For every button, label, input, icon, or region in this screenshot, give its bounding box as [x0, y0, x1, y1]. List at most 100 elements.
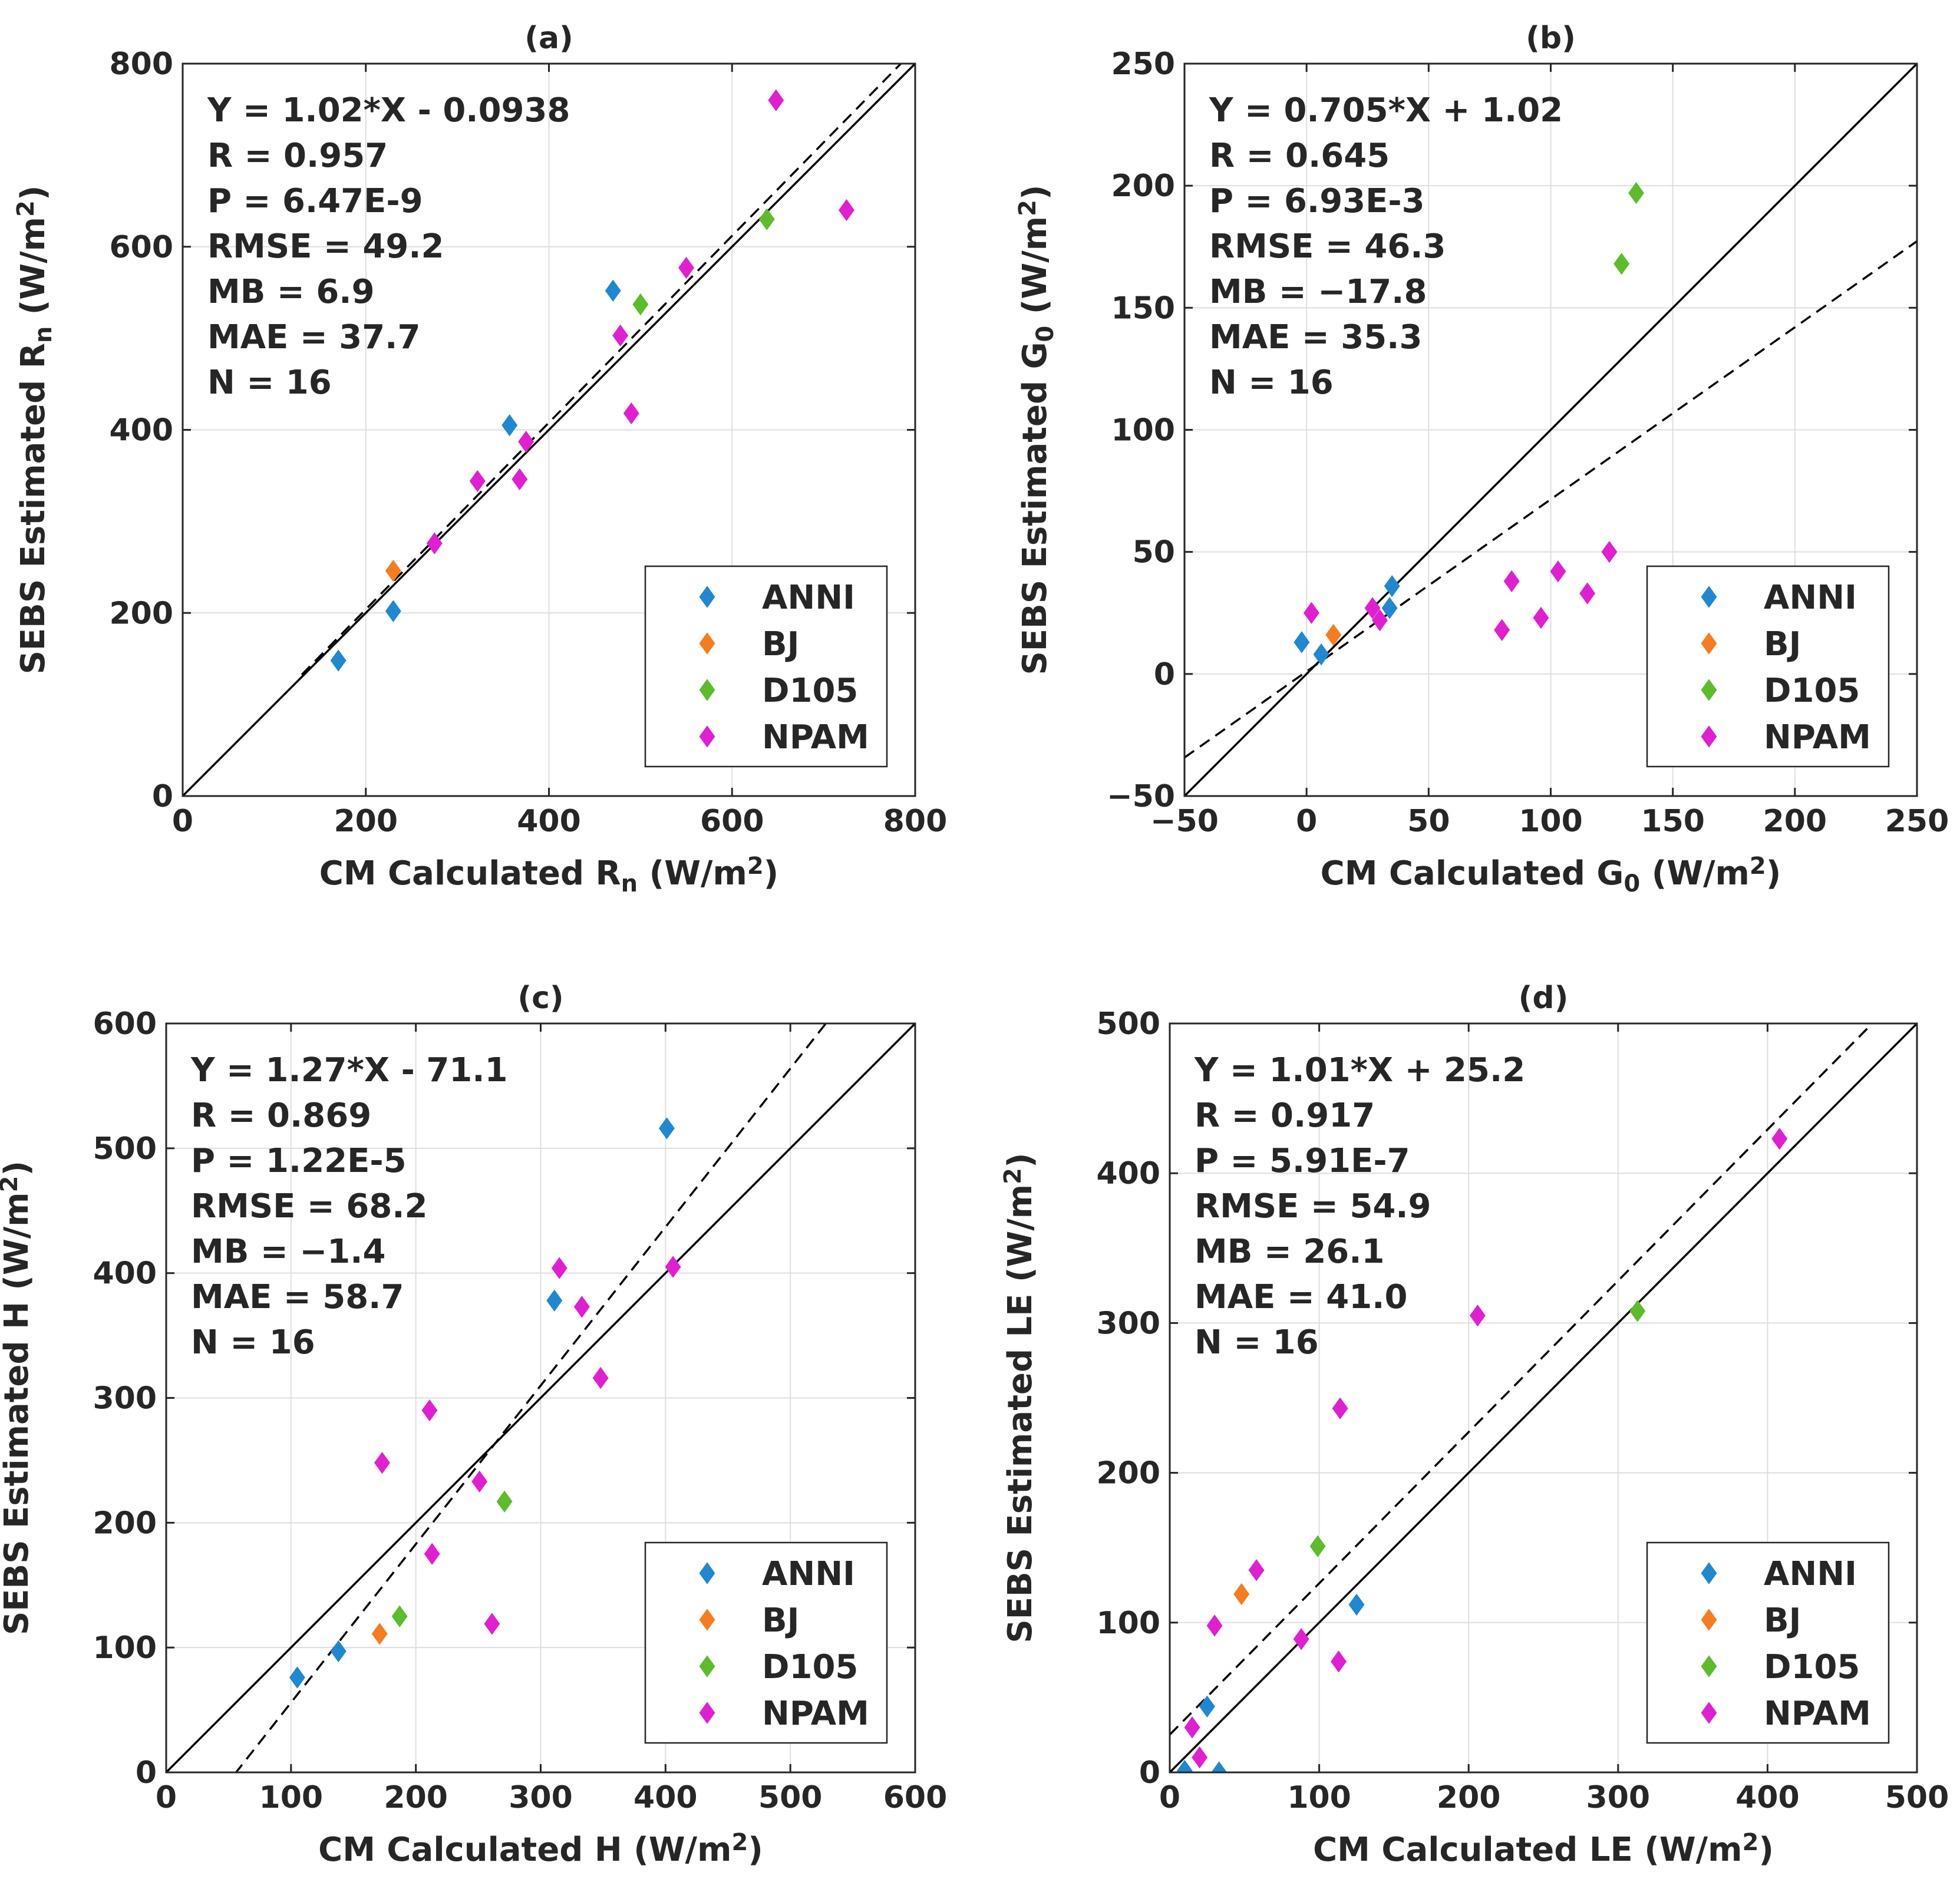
legend-marker-d105 [699, 679, 715, 701]
y-tick-label: 300 [1096, 1306, 1160, 1341]
point-npam [1371, 609, 1388, 632]
x-tick-label: 200 [334, 804, 398, 839]
stat-line: R = 0.869 [191, 1097, 371, 1135]
x-tick-label: 150 [1641, 804, 1705, 839]
stats-block: Y = 1.27*X - 71.1 R = 0.869 P = 1.22E-5 RMS… [190, 1051, 508, 1362]
point-anni [605, 279, 621, 302]
x-tick-label: 0 [172, 804, 193, 839]
x-tick-label: 600 [883, 1780, 948, 1815]
legend-marker-bj [1701, 632, 1717, 655]
x-tick-label: 0 [1296, 804, 1317, 839]
legend-marker-bj [699, 1609, 715, 1631]
x-tick-label: 100 [259, 1780, 324, 1815]
point-npam [484, 1613, 500, 1635]
stat-line: MAE = 58.7 [191, 1278, 404, 1316]
point-npam [1771, 1128, 1788, 1150]
legend-label-anni: ANNI [762, 1555, 855, 1593]
stat-line: RMSE = 68.2 [191, 1187, 428, 1226]
point-anni [658, 1117, 675, 1140]
legend-marker-anni [699, 1562, 715, 1584]
legend-box [1646, 565, 1890, 768]
x-tick-label: 800 [883, 804, 948, 839]
y-tick-label: 100 [1111, 413, 1175, 448]
legend-box [644, 1541, 888, 1744]
y-tick-label: 500 [93, 1131, 157, 1167]
point-npam [1494, 619, 1510, 641]
y-tick-label: −50 [1107, 779, 1175, 814]
point-d105 [391, 1605, 408, 1627]
x-tick-label: 0 [156, 1780, 177, 1815]
y-tick-label: 400 [93, 1256, 157, 1292]
point-d105 [1309, 1535, 1326, 1557]
legend-label-bj: BJ [762, 1601, 800, 1640]
stat-line: R = 0.957 [207, 137, 388, 175]
legend: ANNI BJ D105 NPAM [1646, 565, 1890, 768]
stat-line: N = 16 [191, 1323, 315, 1362]
plot-content [1170, 1023, 1917, 1772]
fit-line [1184, 240, 1917, 759]
legend-marker-anni [1701, 586, 1717, 608]
stat-line: MB = −1.4 [191, 1233, 385, 1271]
x-axis-label: CM Calculated LE (W/m2) [1313, 1829, 1774, 1869]
panel-d: 0 100 200 300 400 500 0 100 200 300 400 500 (d) CM Ca… [999, 980, 1949, 1869]
legend-label-npam: NPAM [762, 718, 869, 757]
x-tick-label: 500 [1885, 1780, 1949, 1815]
point-npam [512, 468, 528, 491]
point-anni [289, 1666, 305, 1689]
stat-line: P = 6.93E-3 [1209, 182, 1425, 220]
legend-label-d105: D105 [1764, 1648, 1860, 1686]
point-npam [592, 1366, 609, 1389]
point-npam [518, 430, 534, 453]
fit-line [301, 64, 903, 676]
point-npam [1579, 582, 1596, 605]
point-bj [1233, 1583, 1250, 1606]
point-npam [1293, 1628, 1309, 1650]
legend-label-d105: D105 [762, 672, 858, 710]
legend-label-bj: BJ [1764, 1601, 1801, 1640]
point-bj [1325, 623, 1342, 646]
stat-line: Y = 1.27*X - 71.1 [190, 1051, 508, 1089]
stat-line: Y = 1.02*X - 0.0938 [207, 91, 570, 130]
x-tick-label: 200 [1763, 804, 1827, 839]
y-axis-label: SEBS Estimated G0 (W/m2) [1014, 184, 1059, 675]
x-tick-label: 600 [700, 804, 764, 839]
point-npam [1503, 570, 1520, 593]
stat-line: MAE = 41.0 [1195, 1278, 1407, 1316]
panel-b: −50 0 50 100 150 200 250 −50 0 50 100 150 200 250 (b) C… [1014, 21, 1949, 897]
x-tick-label: 250 [1885, 804, 1949, 839]
legend-label-anni: ANNI [762, 579, 855, 617]
stat-line: P = 6.47E-9 [207, 182, 423, 220]
stat-line: P = 1.22E-5 [191, 1142, 407, 1180]
stat-line: RMSE = 46.3 [1209, 227, 1446, 266]
x-tick-label: 400 [517, 804, 581, 839]
legend-label-npam: NPAM [1764, 718, 1871, 757]
point-npam [1332, 1397, 1348, 1420]
panel-a: 0 200 400 600 800 0 200 400 600 800 (a) CM Calculat… [12, 21, 947, 897]
stat-line: N = 16 [1209, 364, 1334, 402]
y-tick-label: 50 [1133, 535, 1175, 570]
legend-marker-anni [699, 586, 715, 608]
x-tick-label: 300 [509, 1780, 573, 1815]
x-axis-label: CM Calculated H (W/m2) [318, 1829, 763, 1869]
legend-label-anni: ANNI [1764, 1555, 1857, 1593]
x-tick-label: 100 [1519, 804, 1583, 839]
stats-block: Y = 0.705*X + 1.02 R = 0.645 P = 6.93E-3 RM… [1209, 91, 1563, 402]
point-npam [1248, 1559, 1265, 1581]
panel-title: (b) [1526, 21, 1576, 56]
legend-marker-npam [1701, 725, 1717, 748]
point-npam [471, 1470, 488, 1493]
x-tick-label: 500 [758, 1780, 823, 1815]
stat-line: Y = 0.705*X + 1.02 [1209, 91, 1563, 130]
point-anni [1199, 1695, 1215, 1718]
point-npam [1331, 1650, 1347, 1673]
point-d105 [1628, 181, 1644, 204]
plot-content [1184, 64, 1917, 796]
legend-label-d105: D105 [1764, 672, 1860, 710]
point-npam [678, 256, 695, 279]
point-anni [330, 1640, 347, 1663]
stat-line: MB = 6.9 [207, 273, 375, 311]
x-tick-label: 400 [633, 1780, 698, 1815]
panel-title: (c) [517, 980, 563, 1016]
legend-marker-bj [699, 632, 715, 655]
legend-marker-bj [1701, 1609, 1717, 1631]
